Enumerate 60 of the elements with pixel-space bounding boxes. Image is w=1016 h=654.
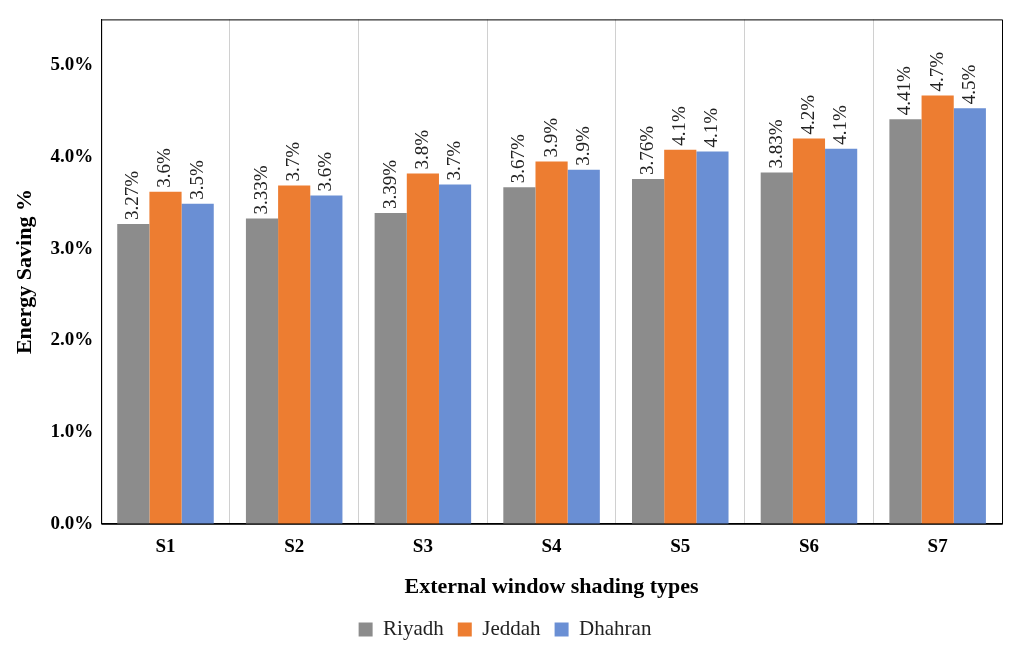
x-tick-label: S7 — [927, 535, 949, 557]
data-label: 3.8% — [410, 129, 432, 170]
bar — [438, 184, 472, 524]
y-axis-title: Energy Saving % — [10, 189, 36, 355]
data-label: 3.67% — [507, 133, 529, 184]
x-tick-label: S1 — [155, 535, 176, 557]
bar — [792, 138, 826, 524]
x-axis-title: External window shading types — [404, 573, 700, 599]
data-label: 4.5% — [957, 64, 979, 105]
y-tick-label: 5.0% — [50, 53, 94, 75]
bar — [825, 148, 858, 524]
data-label: 4.1% — [700, 107, 722, 148]
x-tick-label: S6 — [798, 535, 819, 557]
legend-label: Jeddah — [482, 616, 542, 641]
bar — [117, 223, 150, 524]
y-tick-label: 1.0% — [50, 420, 94, 441]
data-label: 4.41% — [893, 66, 915, 116]
data-label: 4.1% — [668, 105, 690, 146]
bar — [503, 187, 536, 524]
legend-label: Riyadh — [383, 616, 445, 641]
bar — [374, 212, 407, 524]
data-label: 3.83% — [764, 119, 786, 169]
data-label: 3.7% — [282, 141, 304, 182]
bar — [953, 108, 986, 524]
bar — [149, 191, 182, 524]
data-label: 4.1% — [829, 104, 851, 145]
y-tick-label: 0.0% — [50, 511, 94, 533]
data-label: 3.76% — [636, 125, 658, 175]
y-tick-label: 2.0% — [50, 328, 94, 350]
bar — [181, 203, 214, 524]
data-label: 3.6% — [314, 151, 336, 192]
bar — [664, 149, 697, 524]
bar — [406, 173, 439, 524]
data-label: 3.9% — [539, 117, 561, 158]
data-label: 3.9% — [571, 126, 593, 166]
data-label: 3.5% — [185, 159, 207, 200]
bar — [760, 172, 793, 524]
y-tick-label: 3.0% — [50, 236, 94, 258]
bar — [921, 95, 954, 524]
bar — [278, 185, 311, 524]
x-tick-label: S2 — [284, 535, 305, 557]
bar — [567, 169, 600, 524]
y-tick-label: 4.0% — [50, 144, 94, 166]
data-label: 3.27% — [121, 170, 143, 220]
data-label: 3.39% — [378, 159, 400, 209]
data-label: 3.33% — [250, 165, 271, 215]
data-label: 3.7% — [443, 140, 465, 181]
x-tick-label: S5 — [670, 535, 691, 557]
data-label: 4.7% — [925, 51, 947, 92]
bar — [632, 178, 665, 524]
data-label: 4.2% — [796, 94, 818, 135]
data-label: 3.6% — [153, 148, 175, 188]
bar — [245, 218, 279, 524]
legend-label: Dhahran — [579, 616, 652, 641]
x-tick-label: S3 — [412, 535, 433, 557]
bar — [696, 151, 729, 524]
bar — [310, 195, 343, 524]
bar — [535, 161, 568, 524]
x-tick-label: S4 — [541, 535, 563, 557]
bar — [889, 119, 922, 524]
